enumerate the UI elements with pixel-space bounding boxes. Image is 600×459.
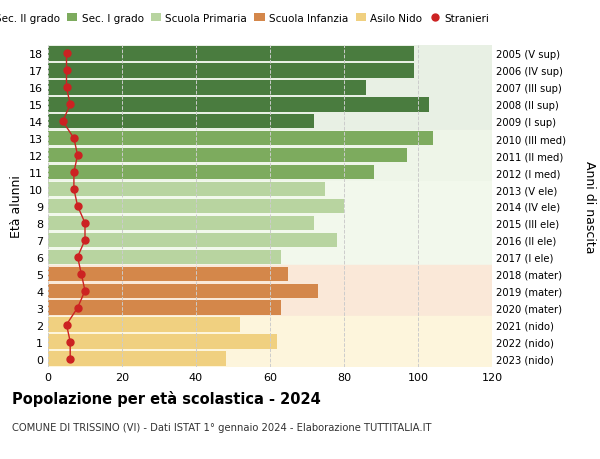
Bar [48,181,492,198]
Bar [48,98,429,112]
Bar [48,164,492,181]
Legend: Sec. II grado, Sec. I grado, Scuola Primaria, Scuola Infanzia, Asilo Nido, Stran: Sec. II grado, Sec. I grado, Scuola Prim… [0,9,493,28]
Bar [48,352,226,366]
Bar [48,81,366,95]
Bar [48,316,492,333]
Bar [48,166,374,180]
Bar [48,335,277,349]
Bar [48,182,325,197]
Bar [48,233,337,247]
Bar [48,266,492,283]
Bar [48,284,318,298]
Bar [48,333,492,350]
Bar [48,350,492,367]
Bar [48,47,414,62]
Bar [48,283,492,300]
Bar [48,113,492,130]
Bar [48,46,492,63]
Bar [48,115,314,129]
Bar [48,63,492,80]
Bar [48,64,414,78]
Bar [48,132,433,146]
Bar [48,130,492,147]
Bar [48,199,344,214]
Bar [48,301,281,315]
Bar [48,198,492,215]
Bar [48,267,289,281]
Bar [48,250,281,264]
Y-axis label: Anni di nascita: Anni di nascita [583,160,596,253]
Bar [48,147,492,164]
Bar [48,215,492,232]
Text: Popolazione per età scolastica - 2024: Popolazione per età scolastica - 2024 [12,390,321,406]
Bar [48,300,492,316]
Y-axis label: Età alunni: Età alunni [10,175,23,238]
Bar [48,232,492,249]
Bar [48,216,314,230]
Bar [48,97,492,113]
Text: COMUNE DI TRISSINO (VI) - Dati ISTAT 1° gennaio 2024 - Elaborazione TUTTITALIA.I: COMUNE DI TRISSINO (VI) - Dati ISTAT 1° … [12,422,431,432]
Bar [48,318,241,332]
Bar [48,149,407,163]
Bar [48,80,492,97]
Bar [48,249,492,266]
